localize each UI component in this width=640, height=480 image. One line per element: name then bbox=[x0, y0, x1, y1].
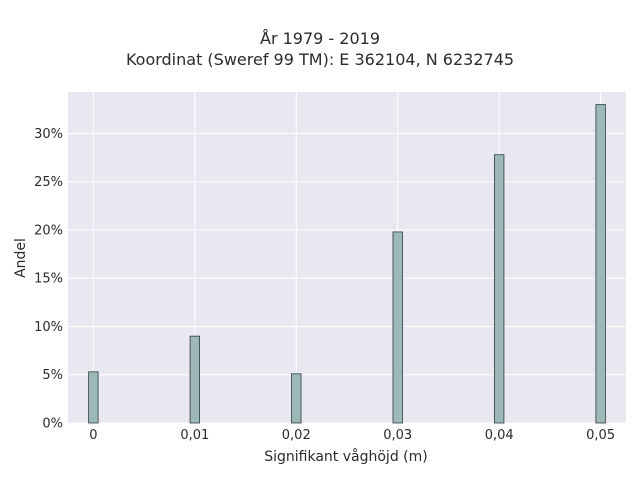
y-axis-label: Andel bbox=[13, 238, 29, 278]
y-tick-label: 5% bbox=[42, 368, 63, 383]
bar-0,02 bbox=[291, 373, 302, 424]
x-axis-label: Signifikant våghöjd (m) bbox=[264, 448, 427, 465]
y-tick-labels: 0% 5% 10% 15% 20% 25% 30% bbox=[34, 127, 63, 432]
plot-area bbox=[68, 92, 626, 423]
bar-0,05 bbox=[595, 104, 606, 424]
y-tick-label: 10% bbox=[34, 320, 63, 335]
bar-0,01 bbox=[189, 335, 200, 424]
x-tick-label: 0,04 bbox=[485, 428, 514, 443]
x-tick-label: 0,03 bbox=[383, 428, 412, 443]
bars bbox=[88, 104, 606, 424]
x-tick-labels: 0 0,01 0,02 0,03 0,04 0,05 bbox=[89, 428, 615, 443]
y-tick-label: 30% bbox=[34, 127, 63, 142]
y-tick-label: 15% bbox=[34, 272, 63, 287]
x-tick-label: 0,01 bbox=[180, 428, 209, 443]
chart-title-line-2: Koordinat (Sweref 99 TM): E 362104, N 62… bbox=[125, 50, 515, 69]
x-tick-label: 0,05 bbox=[586, 428, 615, 443]
chart-title-line-1: År 1979 - 2019 bbox=[260, 29, 380, 48]
bar-0,04 bbox=[494, 154, 505, 424]
x-tick-label: 0 bbox=[89, 428, 97, 443]
y-tick-label: 20% bbox=[34, 223, 63, 238]
bar-0 bbox=[88, 371, 99, 424]
bar-0,03 bbox=[392, 231, 403, 424]
y-gridlines bbox=[68, 132, 626, 424]
x-tick-label: 0,02 bbox=[282, 428, 311, 443]
y-tick-label: 0% bbox=[42, 417, 63, 432]
y-tick-label: 25% bbox=[34, 175, 63, 190]
